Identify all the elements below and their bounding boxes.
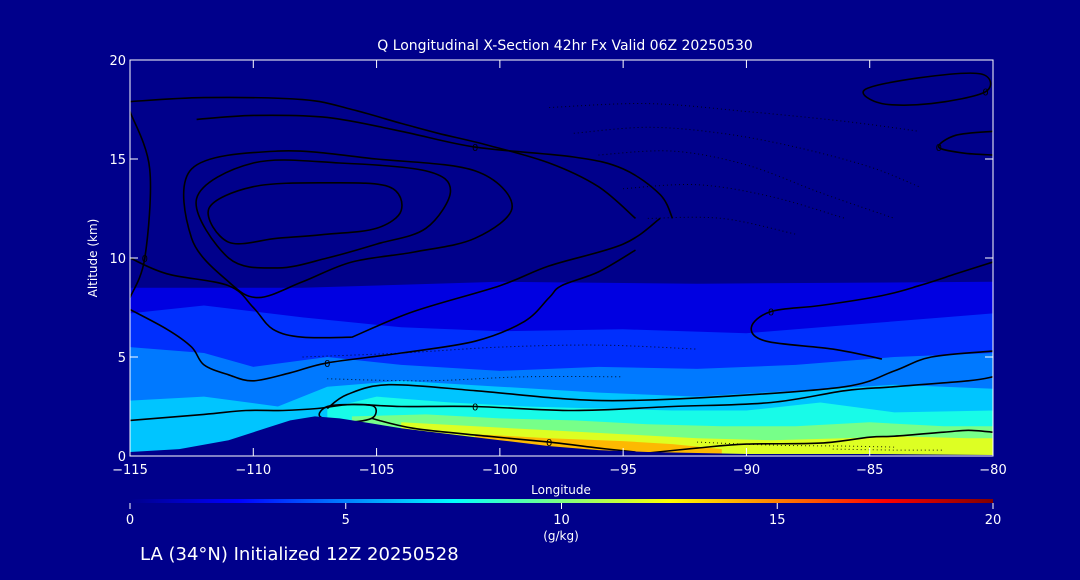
- contour-label: 0: [472, 403, 478, 414]
- x-tick-label: −105: [359, 463, 395, 478]
- moisture-fill-layer: [130, 281, 993, 456]
- colorbar: 0 5 10 15 20 (g/kg): [126, 499, 1001, 543]
- y-tick-label: 15: [109, 153, 126, 168]
- contour-line: [130, 249, 636, 382]
- x-tick-label: −115: [112, 463, 148, 478]
- terrain-layer: [130, 416, 993, 456]
- colorbar-tick-label: 0: [126, 513, 134, 528]
- contour-line: [130, 376, 993, 422]
- chart-title: Q Longitudinal X-Section 42hr Fx Valid 0…: [377, 38, 753, 54]
- y-axis-label: Altitude (km): [86, 219, 100, 298]
- dotted-contour-line: [327, 375, 624, 382]
- x-tick-label: −95: [609, 463, 636, 478]
- contour-label: 0: [472, 143, 478, 154]
- contour-label: 0: [142, 254, 148, 265]
- dotted-contour-line: [549, 103, 920, 132]
- contour-label: 0: [936, 143, 942, 154]
- y-tick-label: 0: [118, 450, 126, 465]
- contour-line: [326, 350, 993, 410]
- dotted-contour-line: [573, 126, 920, 188]
- x-tick-label: −80: [979, 463, 1006, 478]
- contour-line: [130, 111, 152, 298]
- colorbar-tick-label: 20: [985, 513, 1002, 528]
- dotted-contour-line: [832, 448, 944, 451]
- plot-area: 0 0 0 0 0 0 0 0: [130, 72, 993, 456]
- colorbar-tick-label: 5: [342, 513, 350, 528]
- colorbar-bar: [130, 499, 993, 503]
- contour-line: [750, 261, 993, 360]
- contour-label: 0: [768, 308, 774, 319]
- x-axis: −115 −110 −105 −100 −95 −90 −85 −80: [112, 60, 1007, 478]
- contour-line: [207, 181, 403, 245]
- contour-line: [371, 417, 636, 453]
- colorbar-label: (g/kg): [543, 529, 579, 543]
- dotted-contour-line: [623, 183, 846, 219]
- colorbar-tick-label: 10: [553, 513, 570, 528]
- contour-line: [195, 159, 452, 269]
- contour-layer: 0 0 0 0 0 0 0 0: [130, 72, 993, 454]
- y-axis: 0 5 10 15 20: [109, 54, 993, 465]
- contour-line: [647, 429, 993, 454]
- contour-line: [351, 217, 661, 338]
- footer-text: LA (34°N) Initialized 12Z 20250528: [140, 544, 459, 565]
- dotted-contour-line: [302, 344, 698, 358]
- x-tick-label: −100: [482, 463, 518, 478]
- y-tick-label: 20: [109, 54, 126, 69]
- contour-label: 0: [546, 438, 552, 449]
- contour-label: 0: [324, 359, 330, 370]
- x-tick-label: −85: [856, 463, 883, 478]
- terrain-profile: [130, 416, 993, 456]
- x-tick-label: −110: [235, 463, 271, 478]
- contour-line: [182, 150, 514, 299]
- x-axis-label: Longitude: [531, 483, 591, 497]
- y-tick-label: 5: [118, 351, 126, 366]
- dotted-contour-line: [697, 441, 895, 448]
- contour-line: [196, 114, 674, 219]
- y-tick-label: 10: [109, 252, 126, 267]
- colorbar-ticks: 0 5 10 15 20: [126, 503, 1001, 528]
- contour-line: [130, 96, 637, 220]
- x-tick-label: −90: [733, 463, 760, 478]
- contour-label: 0: [982, 88, 988, 99]
- contour-line: [862, 72, 992, 106]
- dotted-contour-line: [647, 216, 796, 235]
- colorbar-tick-label: 15: [769, 513, 786, 528]
- contour-line: [937, 130, 993, 156]
- contour-line: [130, 257, 352, 339]
